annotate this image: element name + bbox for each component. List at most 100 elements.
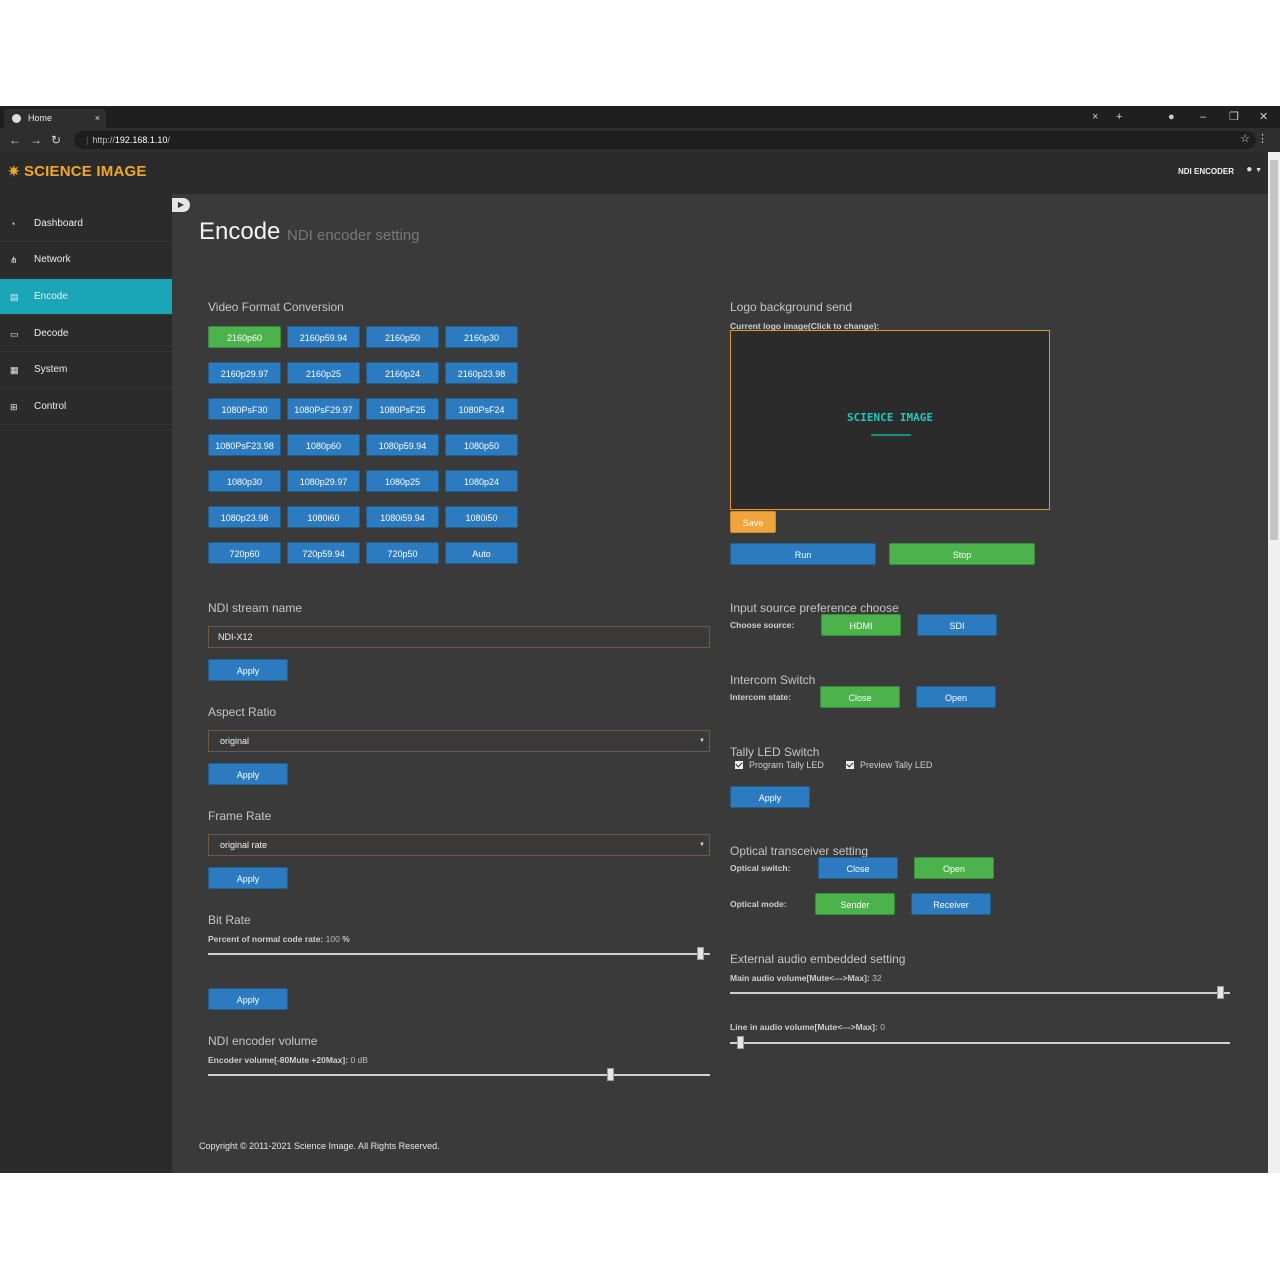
menu-dots-icon[interactable]: ⋮: [1257, 133, 1268, 145]
new-tab-icon[interactable]: +: [1116, 111, 1123, 123]
checkbox-checked[interactable]: [846, 761, 854, 769]
bit-rate-slider[interactable]: [208, 947, 710, 961]
scrollbar-thumb[interactable]: [1270, 160, 1278, 540]
logo-stop-button[interactable]: Stop: [889, 543, 1035, 565]
sidebar-item-dashboard[interactable]: ◔ Dashboard: [0, 206, 172, 242]
format-button[interactable]: 1080p25: [366, 470, 439, 492]
format-button[interactable]: 1080p29.97: [287, 470, 360, 492]
format-button[interactable]: 1080PsF23.98: [208, 434, 281, 456]
browser-tab[interactable]: Home ×: [4, 109, 106, 128]
frame-rate-apply-button[interactable]: Apply: [208, 867, 288, 889]
sidebar-item-decode[interactable]: ▭ Decode: [0, 316, 172, 352]
url-input[interactable]: | http://192.168.1.10/: [74, 131, 1256, 149]
optical-sender-button[interactable]: Sender: [815, 893, 895, 915]
line-audio-label: Line in audio volume[Mute<--->Max]: 0: [730, 1022, 885, 1032]
source-sdi-button[interactable]: SDI: [917, 614, 997, 636]
format-button[interactable]: 2160p59.94: [287, 326, 360, 348]
optical-switch-label: Optical switch:: [730, 863, 791, 873]
format-button[interactable]: 2160p25: [287, 362, 360, 384]
sidebar-toggle-button[interactable]: ▶: [172, 198, 190, 212]
program-tally-checkbox[interactable]: Program Tally LED: [735, 760, 824, 770]
format-button[interactable]: 720p50: [366, 542, 439, 564]
slider-thumb[interactable]: [1217, 986, 1224, 999]
extension-icon[interactable]: ●: [1168, 111, 1175, 123]
close-tab-icon[interactable]: ×: [1092, 111, 1099, 123]
tally-apply-button[interactable]: Apply: [730, 786, 810, 808]
slider-thumb[interactable]: [606, 1068, 614, 1081]
format-button[interactable]: 2160p50: [366, 326, 439, 348]
format-button[interactable]: 2160p23.98: [445, 362, 518, 384]
window-close-icon[interactable]: ✕: [1259, 111, 1269, 123]
logo-image[interactable]: SCIENCE IMAGE: [730, 330, 1050, 510]
format-button[interactable]: 2160p60: [208, 326, 281, 348]
slider-track: [730, 1042, 1230, 1044]
ndi-stream-heading: NDI stream name: [208, 601, 303, 615]
optical-open-button[interactable]: Open: [914, 857, 994, 879]
aspect-ratio-value: original: [220, 736, 250, 746]
preview-tally-checkbox[interactable]: Preview Tally LED: [846, 760, 932, 770]
frame-rate-select[interactable]: original rate ▼: [208, 834, 710, 856]
format-button[interactable]: Auto: [445, 542, 518, 564]
encoder-volume-heading: NDI encoder volume: [208, 1034, 318, 1048]
aspect-ratio-select[interactable]: original ▼: [208, 730, 710, 752]
main-audio-label: Main audio volume[Mute<--->Max]: 32: [730, 973, 882, 983]
page-title: Encode: [199, 218, 281, 245]
user-icon: ●: [1246, 164, 1253, 175]
back-icon[interactable]: ←: [9, 133, 21, 147]
optical-close-button[interactable]: Close: [818, 857, 898, 879]
optical-receiver-button[interactable]: Receiver: [911, 893, 991, 915]
slider-thumb[interactable]: [696, 947, 704, 960]
ndi-stream-name-input[interactable]: NDI-X12: [208, 626, 710, 648]
format-button[interactable]: 1080p24: [445, 470, 518, 492]
format-button[interactable]: 1080p60: [287, 434, 360, 456]
footer-copyright: Copyright © 2011-2021 Science Image. All…: [199, 1141, 440, 1151]
sidebar-item-system[interactable]: ▦ System: [0, 352, 172, 388]
gear-icon: ✷: [8, 163, 20, 179]
format-button[interactable]: 1080i59.94: [366, 506, 439, 528]
page-subtitle: NDI encoder setting: [287, 227, 420, 244]
format-button[interactable]: 1080p30: [208, 470, 281, 492]
line-audio-slider[interactable]: [730, 1036, 1230, 1050]
checkbox-checked[interactable]: [735, 761, 743, 769]
tab-close-icon[interactable]: ×: [94, 113, 100, 123]
logo-tagline: [871, 434, 911, 436]
format-button[interactable]: 2160p29.97: [208, 362, 281, 384]
logo-run-button[interactable]: Run: [730, 543, 876, 565]
sidebar-item-network[interactable]: ⋔ Network: [0, 242, 172, 278]
intercom-open-button[interactable]: Open: [916, 686, 996, 708]
format-button[interactable]: 720p59.94: [287, 542, 360, 564]
format-button[interactable]: 2160p24: [366, 362, 439, 384]
format-button[interactable]: 1080p59.94: [366, 434, 439, 456]
format-button[interactable]: 1080i60: [287, 506, 360, 528]
forward-icon[interactable]: →: [30, 133, 42, 147]
intercom-close-button[interactable]: Close: [820, 686, 900, 708]
format-button[interactable]: 1080p50: [445, 434, 518, 456]
sidebar-item-encode[interactable]: ▤ Encode: [0, 279, 172, 315]
brand-logo[interactable]: ✷ SCIENCE IMAGE: [8, 163, 147, 180]
format-button[interactable]: 1080PsF24: [445, 398, 518, 420]
ndi-stream-apply-button[interactable]: Apply: [208, 659, 288, 681]
format-button[interactable]: 1080PsF30: [208, 398, 281, 420]
bookmark-star-icon[interactable]: ☆: [1240, 133, 1250, 145]
format-button[interactable]: 1080p23.98: [208, 506, 281, 528]
format-button[interactable]: 1080PsF29.97: [287, 398, 360, 420]
format-button[interactable]: 1080i50: [445, 506, 518, 528]
slider-thumb[interactable]: [737, 1036, 744, 1049]
video-format-heading: Video Format Conversion: [208, 300, 344, 314]
logo-save-button[interactable]: Save: [730, 511, 776, 533]
reload-icon[interactable]: ↻: [51, 133, 62, 147]
encode-icon: ▤: [10, 292, 19, 302]
encoder-volume-slider[interactable]: [208, 1068, 710, 1082]
restore-icon[interactable]: ❐: [1229, 111, 1239, 123]
aspect-ratio-apply-button[interactable]: Apply: [208, 763, 288, 785]
sidebar-item-control[interactable]: ⊞ Control: [0, 389, 172, 425]
format-button[interactable]: 2160p30: [445, 326, 518, 348]
page-scrollbar[interactable]: [1268, 152, 1280, 1173]
user-menu[interactable]: ● ▼: [1246, 164, 1262, 175]
format-button[interactable]: 1080PsF25: [366, 398, 439, 420]
format-button[interactable]: 720p60: [208, 542, 281, 564]
bit-rate-apply-button[interactable]: Apply: [208, 988, 288, 1010]
source-hdmi-button[interactable]: HDMI: [821, 614, 901, 636]
main-audio-slider[interactable]: [730, 986, 1230, 1000]
minimize-icon[interactable]: –: [1200, 111, 1207, 123]
